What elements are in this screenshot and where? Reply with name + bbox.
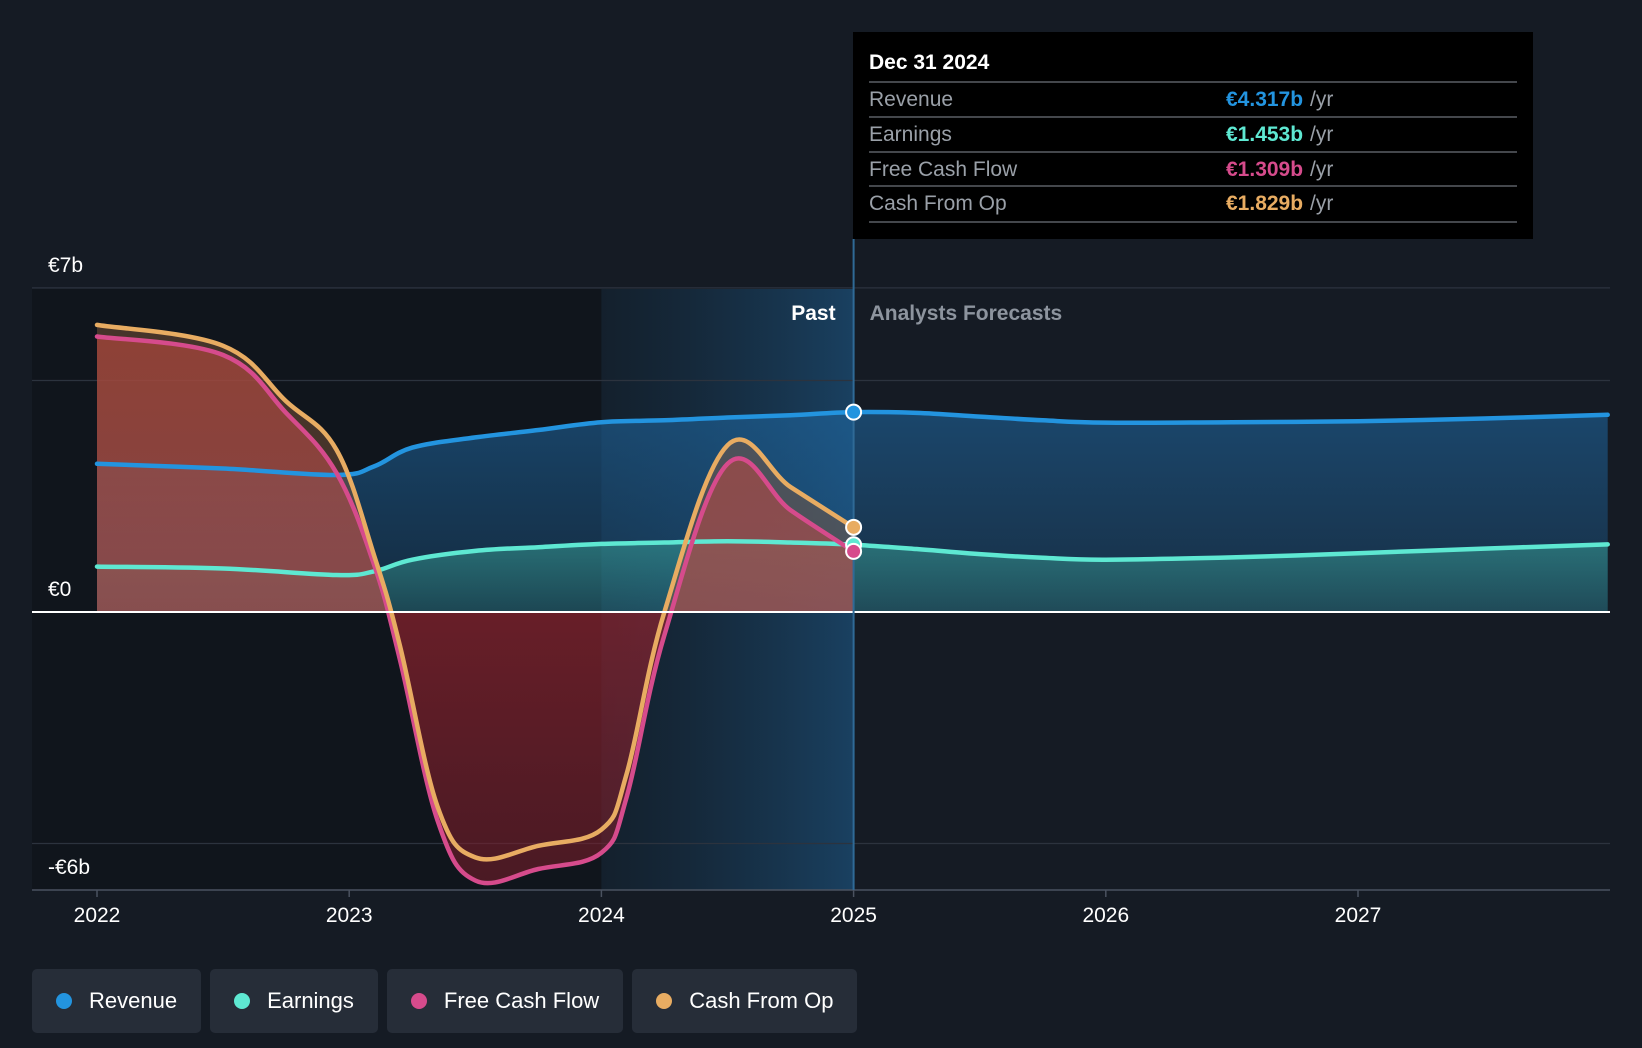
legend: Revenue Earnings Free Cash Flow Cash Fro… <box>32 969 858 1033</box>
x-tick-label: 2022 <box>74 904 121 927</box>
tooltip-background <box>853 32 1533 239</box>
tooltip-row-unit: /yr <box>1310 123 1333 146</box>
tooltip-rows: Revenue €4.317b/yr Earnings €1.453b/yr Free … <box>869 81 1517 223</box>
legend-item-revenue[interactable]: Revenue <box>32 969 202 1033</box>
free-cash-flow-marker <box>845 542 863 560</box>
revenue-line <box>94 409 1610 478</box>
legend-label: Earnings <box>267 988 354 1013</box>
y-tick-label: €0 <box>48 578 71 601</box>
cash-from-op-marker <box>845 518 863 536</box>
series-lines <box>94 322 1610 886</box>
x-ticks: 2022 2023 2024 2025 2026 2027 <box>74 890 1382 927</box>
free-cash-flow-area-positive <box>97 336 854 612</box>
y-tick-labels: €7b €0 -€6b <box>48 254 90 879</box>
revenue-dot-icon <box>56 993 72 1009</box>
past-label: Past <box>791 302 835 325</box>
earnings-line <box>94 538 1610 578</box>
x-tick-label: 2024 <box>578 904 625 927</box>
x-tick-label: 2026 <box>1082 904 1129 927</box>
tooltip-row-value: €1.829b <box>1226 192 1303 215</box>
legend-item-free-cash-flow[interactable]: Free Cash Flow <box>386 969 624 1033</box>
series-areas <box>97 324 1608 884</box>
legend-item-cash-from-op[interactable]: Cash From Op <box>632 969 858 1033</box>
tooltip-row-label: Revenue <box>869 88 953 111</box>
tooltip-row-label: Cash From Op <box>869 192 1007 215</box>
revenue-marker <box>845 403 863 421</box>
x-tick-label: 2025 <box>830 904 877 927</box>
earnings-dot-icon <box>234 993 251 1009</box>
legend-item-earnings[interactable]: Earnings <box>210 969 378 1033</box>
tooltip: Dec 31 2024 Revenue €4.317b/yr Earnings €1.… <box>853 32 1533 239</box>
tooltip-row-unit: /yr <box>1310 158 1333 181</box>
legend-label: Revenue <box>89 988 178 1013</box>
hover-markers <box>845 403 863 560</box>
tooltip-row-unit: /yr <box>1310 88 1333 111</box>
x-tick-label: 2027 <box>1335 904 1382 927</box>
free-cash-flow-dot-icon <box>410 993 427 1009</box>
free-cash-flow-area-negative <box>97 612 854 884</box>
y-tick-label: €7b <box>48 254 83 277</box>
x-tick-label: 2023 <box>326 904 373 927</box>
tooltip-row-label: Earnings <box>869 123 952 146</box>
forecast-label: Analysts Forecasts <box>870 302 1063 325</box>
tooltip-row-unit: /yr <box>1310 192 1333 215</box>
y-tick-label: -€6b <box>48 856 90 879</box>
legend-label: Free Cash Flow <box>443 988 600 1013</box>
chart-svg: €7b€0-€6b 2022 2023 2024 2025 2026 2027 Past … <box>32 32 1610 927</box>
free-cash-flow-line <box>94 334 856 886</box>
tooltip-row-label: Free Cash Flow <box>869 158 1018 181</box>
tooltip-date: Dec 31 2024 <box>869 51 990 74</box>
cash-from-op-line <box>94 322 856 862</box>
legend-label: Cash From Op <box>689 988 834 1013</box>
tooltip-row-value: €1.309b <box>1226 158 1303 181</box>
cash-from-op-dot-icon <box>656 993 673 1009</box>
gridlines <box>32 287 1610 845</box>
tooltip-row-value: €4.317b <box>1226 88 1303 111</box>
tooltip-row-value: €1.453b <box>1226 123 1303 146</box>
